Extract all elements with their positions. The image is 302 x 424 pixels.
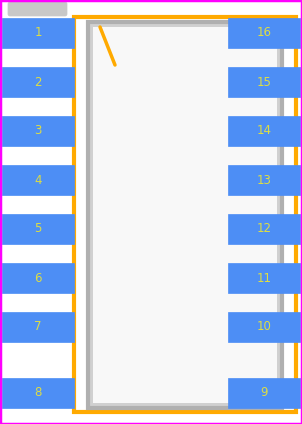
Text: 3: 3 xyxy=(34,125,42,137)
Bar xyxy=(228,116,300,146)
Text: 6: 6 xyxy=(34,271,42,285)
Bar xyxy=(93,27,277,403)
Text: 11: 11 xyxy=(256,271,271,285)
Text: 4: 4 xyxy=(34,173,42,187)
Text: 5: 5 xyxy=(34,223,42,235)
Bar xyxy=(228,67,300,97)
Text: 2: 2 xyxy=(34,75,42,89)
Bar xyxy=(2,165,74,195)
Text: 15: 15 xyxy=(257,75,271,89)
Bar xyxy=(88,22,282,408)
Bar xyxy=(2,214,74,244)
Text: 16: 16 xyxy=(256,26,271,39)
Text: 12: 12 xyxy=(256,223,271,235)
Text: 9: 9 xyxy=(260,387,268,399)
Text: 1: 1 xyxy=(34,26,42,39)
Bar xyxy=(228,214,300,244)
Text: 10: 10 xyxy=(257,321,271,334)
Bar xyxy=(2,18,74,48)
Bar xyxy=(2,312,74,342)
Text: 8: 8 xyxy=(34,387,42,399)
FancyBboxPatch shape xyxy=(8,2,67,16)
Bar xyxy=(228,165,300,195)
Bar xyxy=(2,67,74,97)
Text: 14: 14 xyxy=(256,125,271,137)
Text: 7: 7 xyxy=(34,321,42,334)
Bar xyxy=(74,17,296,412)
Bar xyxy=(228,312,300,342)
Bar xyxy=(2,263,74,293)
Text: 13: 13 xyxy=(257,173,271,187)
Bar xyxy=(2,116,74,146)
Bar xyxy=(228,18,300,48)
Bar xyxy=(228,263,300,293)
Bar xyxy=(2,378,74,408)
Bar xyxy=(228,378,300,408)
